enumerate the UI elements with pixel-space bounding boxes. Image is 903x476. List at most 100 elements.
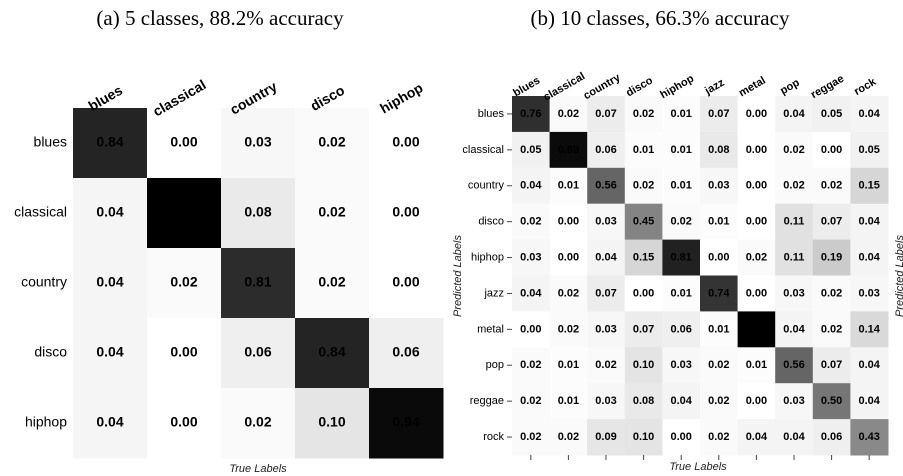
heatmap-cell bbox=[512, 383, 551, 420]
value-label: 0.89 bbox=[558, 144, 579, 156]
heatmap-cell bbox=[587, 383, 626, 420]
heatmap-cell bbox=[812, 167, 851, 205]
heatmap-cell bbox=[587, 96, 626, 133]
value-label: 0.01 bbox=[746, 359, 767, 371]
y-tick-label: reggae bbox=[470, 395, 504, 407]
chart-title: (b) 10 classes, 66.3% accuracy bbox=[531, 6, 790, 30]
value-label: 0.02 bbox=[318, 274, 345, 290]
heatmap-cell bbox=[73, 388, 148, 459]
heatmap-cell bbox=[850, 311, 889, 348]
value-label: 0.02 bbox=[520, 431, 541, 443]
heatmap-cell bbox=[295, 178, 370, 249]
heatmap-cell bbox=[73, 248, 148, 319]
heatmap-cell bbox=[295, 318, 370, 389]
value-label: 0.02 bbox=[520, 359, 541, 371]
heatmap-cell bbox=[850, 275, 889, 312]
heatmap-cell bbox=[221, 108, 296, 179]
heatmap-cell bbox=[812, 383, 851, 420]
value-label: 0.01 bbox=[670, 108, 691, 120]
value-label: 0.06 bbox=[670, 323, 691, 335]
heatmap-cell bbox=[549, 239, 588, 276]
heatmap-cell bbox=[512, 239, 551, 276]
heatmap-cell bbox=[147, 108, 222, 179]
value-label: 0.94 bbox=[392, 414, 419, 430]
y-tick-label: jazz bbox=[483, 287, 504, 299]
heatmap-cell bbox=[775, 131, 814, 169]
value-label: 0.03 bbox=[595, 395, 616, 407]
heatmap-cell bbox=[662, 347, 701, 384]
heatmap-cell bbox=[587, 167, 626, 205]
value-label: 0.11 bbox=[784, 251, 805, 263]
heatmap-cell bbox=[850, 167, 889, 205]
heatmap-cell bbox=[775, 383, 814, 420]
heatmap-cell bbox=[737, 383, 776, 420]
value-label: 0.04 bbox=[783, 323, 805, 335]
value-label: 0.02 bbox=[821, 287, 842, 299]
heatmap-cell bbox=[549, 131, 588, 169]
value-label: 0.07 bbox=[595, 287, 616, 299]
heatmap-cell bbox=[662, 203, 701, 241]
x-tick-label: jazz bbox=[702, 76, 727, 97]
heatmap-cell bbox=[221, 248, 296, 319]
value-label: 0.06 bbox=[244, 344, 271, 360]
heatmap-cell bbox=[73, 318, 148, 389]
heatmap-cell bbox=[624, 203, 663, 241]
heatmap-cell bbox=[587, 131, 626, 169]
value-label: 0.01 bbox=[708, 216, 729, 228]
heatmap-cell bbox=[512, 203, 551, 241]
y-tick-label: classical bbox=[462, 144, 504, 156]
value-label: 0.05 bbox=[858, 144, 879, 156]
heatmap-cell bbox=[587, 239, 626, 276]
heatmap-cell bbox=[775, 203, 814, 241]
heatmap-cell bbox=[775, 311, 814, 348]
value-label: 0.02 bbox=[318, 204, 345, 220]
x-axis-label: True Labels bbox=[229, 463, 287, 475]
heatmap-cell bbox=[624, 347, 663, 384]
heatmap-cell bbox=[147, 178, 222, 249]
heatmap-cell bbox=[737, 96, 776, 133]
value-label: 0.02 bbox=[783, 180, 804, 192]
value-label: 0.43 bbox=[858, 431, 879, 443]
heatmap-cell bbox=[512, 419, 551, 456]
value-label: 0.10 bbox=[633, 431, 654, 443]
heatmap-cell bbox=[221, 318, 296, 389]
value-label: 0.00 bbox=[392, 134, 419, 150]
heatmap-cell bbox=[512, 131, 551, 169]
value-label: 0.10 bbox=[633, 359, 654, 371]
value-label: 0.07 bbox=[821, 216, 842, 228]
value-label: 0.00 bbox=[670, 431, 691, 443]
heatmap-cell bbox=[624, 419, 663, 456]
value-label: 0.02 bbox=[821, 180, 842, 192]
value-label: 0.04 bbox=[858, 251, 880, 263]
y-tick-label: metal bbox=[477, 323, 504, 335]
heatmap-cell bbox=[369, 108, 444, 179]
value-label: 0.02 bbox=[670, 216, 691, 228]
value-label: 0.10 bbox=[318, 414, 345, 430]
heatmap-cell bbox=[700, 96, 739, 133]
heatmap-cell bbox=[512, 311, 551, 348]
heatmap-cell bbox=[624, 383, 663, 420]
y-tick-label: disco bbox=[34, 344, 67, 360]
value-label: 0.01 bbox=[670, 144, 691, 156]
heatmap-cell bbox=[700, 419, 739, 456]
heatmap-cell bbox=[812, 275, 851, 312]
value-label: 0.03 bbox=[244, 134, 271, 150]
y-axis-label: Predicted Labels bbox=[452, 235, 464, 317]
value-label: 0.02 bbox=[708, 395, 729, 407]
value-label: 0.03 bbox=[783, 287, 804, 299]
heatmap-cell bbox=[775, 239, 814, 276]
heatmap-cell bbox=[850, 419, 889, 456]
value-label: 0.00 bbox=[708, 251, 729, 263]
value-label: 0.00 bbox=[746, 144, 767, 156]
heatmap-cell bbox=[512, 96, 551, 133]
heatmap-cell bbox=[549, 383, 588, 420]
heatmap-cell bbox=[850, 383, 889, 420]
value-label: 0.08 bbox=[633, 395, 654, 407]
heatmap-cell bbox=[737, 167, 776, 205]
value-label: 0.06 bbox=[595, 144, 616, 156]
value-label: 0.02 bbox=[633, 180, 654, 192]
value-label: 0.04 bbox=[96, 344, 123, 360]
heatmap-cell bbox=[700, 131, 739, 169]
x-tick-label: blues bbox=[511, 75, 542, 100]
